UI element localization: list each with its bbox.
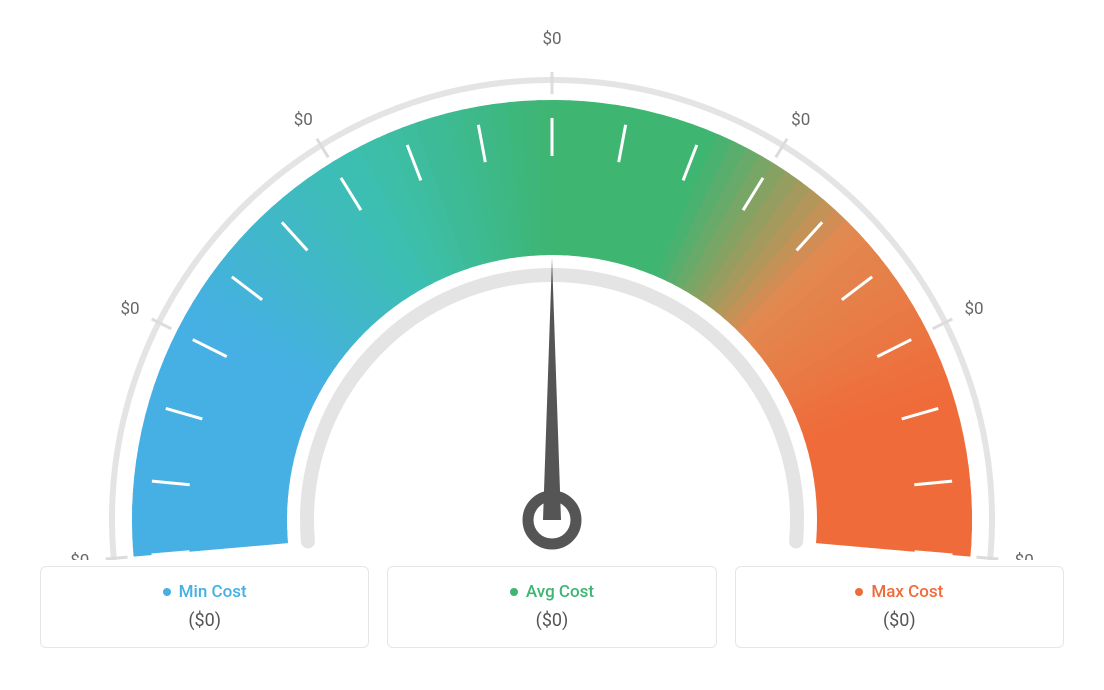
legend-card-min: Min Cost ($0) (40, 566, 369, 648)
legend-card-max: Max Cost ($0) (735, 566, 1064, 648)
tick-label: $0 (1015, 551, 1034, 560)
legend-value-min: ($0) (51, 610, 358, 631)
legend-title-avg: Avg Cost (510, 582, 594, 602)
gauge-chart: $0 $0 $0 $0 $0 $0 $0 (0, 0, 1104, 560)
legend-card-avg: Avg Cost ($0) (387, 566, 716, 648)
tick-label: $0 (294, 110, 313, 130)
gauge-needle (543, 258, 561, 520)
legend-label-min: Min Cost (179, 582, 247, 602)
tick-label: $0 (70, 551, 89, 560)
legend-dot-avg (510, 588, 518, 596)
legend-row: Min Cost ($0) Avg Cost ($0) Max Cost ($0… (0, 566, 1104, 648)
tick-label: $0 (964, 299, 983, 319)
gauge-svg: $0 $0 $0 $0 $0 $0 $0 (0, 0, 1104, 560)
legend-dot-max (855, 588, 863, 596)
legend-dot-min (163, 588, 171, 596)
tick-label: $0 (791, 110, 810, 130)
legend-title-max: Max Cost (855, 582, 943, 602)
legend-value-max: ($0) (746, 610, 1053, 631)
legend-label-avg: Avg Cost (526, 582, 594, 602)
tick-label: $0 (542, 29, 561, 49)
tick-label: $0 (120, 299, 139, 319)
legend-title-min: Min Cost (163, 582, 247, 602)
legend-label-max: Max Cost (871, 582, 943, 602)
legend-value-avg: ($0) (398, 610, 705, 631)
